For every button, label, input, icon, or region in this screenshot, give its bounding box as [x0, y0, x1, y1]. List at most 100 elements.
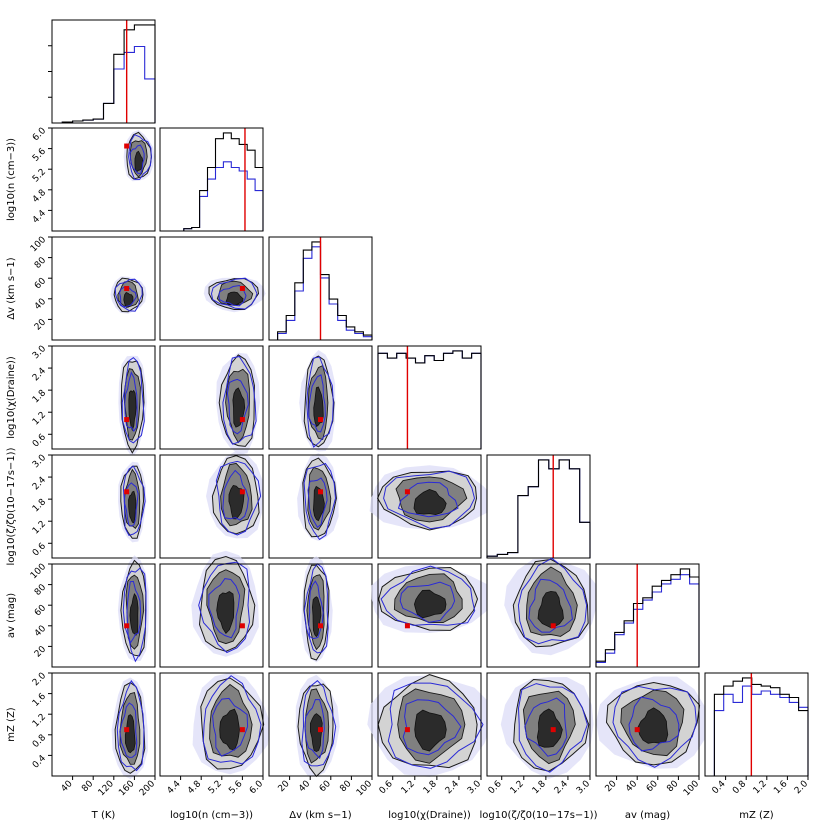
contour-inner — [313, 386, 324, 428]
contour-panel-T-chi — [51, 345, 156, 458]
y-axis-label-mz: mZ (Z) — [6, 707, 17, 742]
contour-line-outer — [303, 563, 329, 654]
contour-line-outer — [215, 460, 262, 536]
contour-line-inner — [129, 144, 145, 175]
histogram-secondary-mz — [705, 685, 809, 777]
y-tick-label: 60 — [33, 276, 48, 291]
panel-frame — [595, 672, 700, 777]
x-tick-label: 80 — [338, 779, 353, 794]
contour-panel-zeta-mz — [486, 672, 594, 779]
panel-frame — [377, 345, 482, 450]
contour-panel-T-n — [51, 127, 156, 232]
contour-line-outer — [202, 675, 262, 765]
truth-point — [634, 727, 640, 733]
contour-line-outer — [612, 685, 697, 768]
truth-point — [239, 727, 245, 733]
y-tick-label: 1.8 — [31, 388, 48, 405]
panel-frame — [51, 345, 156, 450]
y-tick-label: 3.0 — [31, 453, 48, 470]
x-axis-label-mz: mZ (Z) — [739, 810, 774, 821]
panel-frame — [159, 563, 264, 668]
y-axis-label-zeta: log10(ζ/ζ0(10−17s−1)) — [6, 447, 17, 565]
x-axis-label-av: av (mag) — [625, 810, 670, 821]
y-tick-label: 40 — [33, 624, 48, 639]
contour-line-outer — [301, 680, 337, 767]
y-tick-label: 3.0 — [31, 344, 48, 361]
x-tick-label: 120 — [97, 779, 116, 798]
contour-line-outer — [387, 682, 484, 769]
x-tick-label: 0.4 — [711, 779, 728, 796]
truth-point — [124, 143, 130, 149]
x-tick-label: 1.2 — [752, 779, 769, 796]
histogram-panel-zeta — [486, 454, 591, 559]
contour-line-outer — [121, 357, 145, 444]
contour-panel-n-chi — [159, 345, 264, 455]
contour-line-inner — [524, 697, 568, 757]
contour-panel-chi-av — [371, 563, 496, 668]
contour-inner — [124, 714, 136, 754]
contour-panel-n-mz — [159, 672, 271, 777]
contour-panel-n-zeta — [159, 450, 264, 559]
y-tick-label: 100 — [29, 235, 48, 254]
histogram-primary-zeta — [486, 459, 591, 558]
contour-line-inner — [212, 697, 249, 757]
contour-line-inner — [119, 702, 138, 758]
y-tick-label: 4.4 — [31, 208, 48, 225]
truth-point — [318, 623, 323, 629]
y-tick-label: 60 — [33, 603, 48, 618]
y-tick-label: 40 — [33, 297, 48, 312]
x-tick-label: 1.8 — [531, 779, 548, 796]
y-tick-label: 1.8 — [31, 497, 48, 514]
contour-inner — [537, 590, 564, 629]
x-tick-label: 20 — [604, 779, 619, 794]
x-tick-label: 4.8 — [186, 779, 203, 796]
histogram-primary-T — [52, 24, 156, 124]
contour-line-outer — [380, 565, 476, 626]
contour-line-inner — [397, 481, 459, 518]
histogram-primary-n — [160, 132, 264, 232]
panel-frame — [268, 236, 373, 341]
histogram-panel-chi — [377, 345, 482, 450]
x-axis-label-T: T (K) — [91, 810, 116, 821]
contour-line-outer — [116, 679, 145, 772]
truth-point — [124, 489, 130, 495]
panel-frame — [704, 672, 809, 777]
contour-line-inner — [304, 698, 325, 760]
y-axis-label-av: av (mag) — [6, 593, 17, 638]
panel-frame — [159, 127, 264, 232]
contour-line-inner — [124, 371, 138, 433]
x-tick-label: 3.0 — [575, 779, 592, 796]
histogram-panel-mz — [704, 672, 809, 777]
panel-frame — [486, 563, 591, 668]
y-tick-label: 20 — [33, 644, 48, 659]
truth-point — [239, 417, 245, 423]
panel-frame — [51, 236, 156, 341]
contour-inner — [310, 713, 323, 753]
x-tick-label: 5.6 — [227, 779, 244, 796]
truth-point — [124, 286, 130, 291]
histogram-secondary-av — [595, 574, 700, 667]
truth-point — [124, 623, 130, 629]
x-tick-label: 80 — [80, 779, 95, 794]
y-tick-label: 2.4 — [31, 475, 48, 492]
y-tick-label: 100 — [29, 562, 48, 581]
contour-inner — [219, 708, 240, 751]
y-tick-label: 5.2 — [31, 167, 48, 184]
x-tick-label: 40 — [60, 779, 75, 794]
contour-panel-zeta-av — [486, 557, 597, 668]
x-tick-label: 1.2 — [509, 779, 526, 796]
x-tick-label: 3.0 — [466, 779, 483, 796]
x-tick-label: 1.6 — [772, 779, 789, 796]
contour-line-outer — [222, 355, 257, 445]
contour-line-outer — [210, 277, 258, 310]
panel-frame — [377, 672, 482, 777]
contour-panel-av-mz — [595, 672, 710, 777]
contour-line-inner — [126, 580, 142, 645]
truth-point — [239, 489, 245, 495]
contour-line-outer — [383, 470, 476, 530]
panel-frame — [51, 672, 156, 777]
x-tick-label: 5.2 — [207, 779, 224, 796]
x-axis-label-dv: Δv (km s−1) — [289, 810, 352, 821]
x-axis-label-chi: log10(χ(Draine)) — [388, 810, 471, 821]
contour-line-inner — [308, 580, 324, 640]
